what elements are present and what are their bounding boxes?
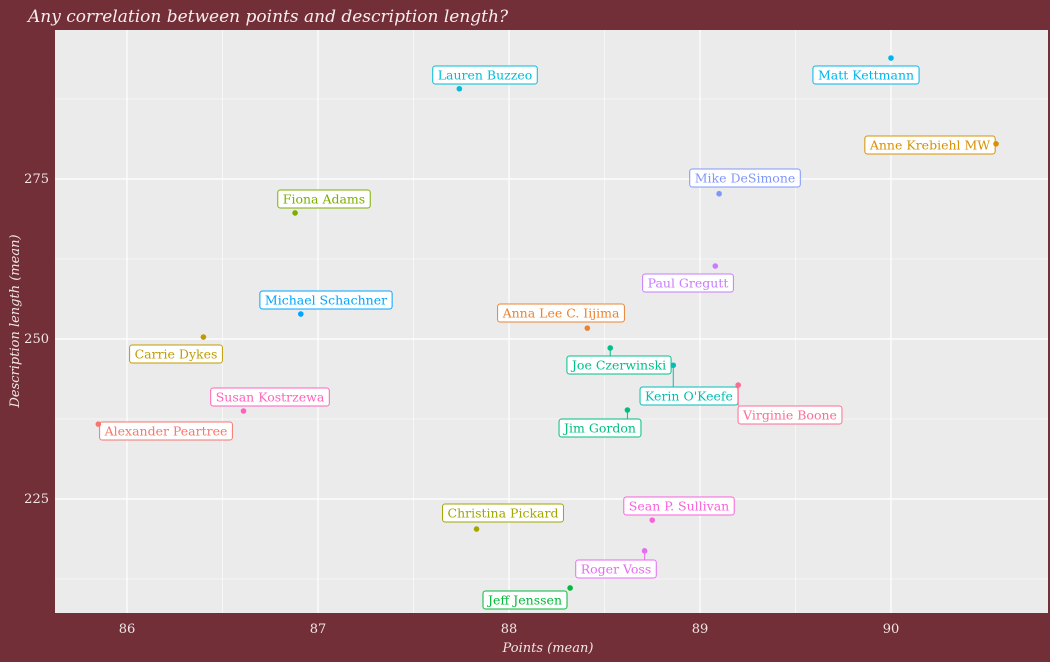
- data-point: [584, 325, 591, 331]
- data-point-group: Joe Czerwinski: [566, 345, 672, 375]
- data-point: [567, 585, 573, 591]
- label-box: [99, 421, 233, 441]
- point-label: Susan Kostrzewa: [216, 390, 325, 405]
- data-point-group: Sean P. Sullivan: [623, 496, 735, 523]
- point-label: Alexander Peartree: [104, 424, 228, 439]
- point-label: Virginie Boone: [742, 408, 837, 423]
- data-point-group: Alexander Peartree: [95, 421, 233, 441]
- data-point: [95, 421, 102, 427]
- point-label: Matt Kettmann: [818, 68, 914, 83]
- data-point-group: Christina Pickard: [442, 503, 564, 532]
- data-point-group: Paul Gregutt: [642, 263, 734, 293]
- y-axis-label: Description length (mean): [8, 234, 23, 408]
- label-box: [623, 496, 735, 516]
- label-box: [689, 168, 801, 188]
- label-box: [737, 405, 843, 425]
- data-point-group: Roger Voss: [575, 548, 657, 579]
- point-label: Michael Schachner: [265, 293, 387, 308]
- data-point-group: Susan Kostrzewa: [210, 387, 330, 414]
- point-label: Roger Voss: [581, 562, 652, 577]
- x-tick-labels: 86 87 88 89 90: [119, 622, 900, 637]
- point-label: Jeff Jenssen: [486, 593, 562, 608]
- data-point-group: Lauren Buzzeo: [432, 65, 538, 92]
- data-point: [292, 210, 298, 216]
- point-label: Kerin O'Keefe: [645, 389, 733, 404]
- y-tick-label: 225: [24, 492, 49, 507]
- x-tick-label: 86: [119, 622, 136, 637]
- data-point: [473, 526, 480, 532]
- x-axis-label: Points (mean): [502, 641, 594, 656]
- chart-title: Any correlation between points and descr…: [26, 7, 509, 27]
- data-point: [456, 85, 463, 92]
- label-box: [575, 559, 657, 579]
- data-points: Alexander Peartree Anna Lee C. Iijima Anne…: [95, 55, 999, 610]
- data-point-group: Jim Gordon: [558, 407, 642, 438]
- label-box: [210, 387, 330, 407]
- label-box: [812, 65, 920, 85]
- label-box: [558, 418, 642, 438]
- label-box: [277, 189, 371, 209]
- point-label: Lauren Buzzeo: [438, 68, 533, 83]
- data-point: [716, 190, 722, 197]
- data-point: [240, 408, 247, 414]
- point-label: Fiona Adams: [283, 192, 365, 207]
- y-tick-label: 250: [24, 332, 49, 347]
- y-tick-label: 275: [24, 172, 49, 187]
- data-point-group: Carrie Dykes: [129, 334, 223, 364]
- data-point: [298, 311, 304, 317]
- x-tick-label: 87: [310, 622, 327, 637]
- point-label: Carrie Dykes: [135, 347, 218, 362]
- label-box: [129, 344, 223, 364]
- label-box: [642, 273, 734, 293]
- point-label: Jim Gordon: [562, 421, 636, 436]
- data-point: [993, 141, 999, 147]
- x-tick-label: 88: [501, 622, 518, 637]
- data-point-group: Michael Schachner: [259, 290, 393, 317]
- data-point: [888, 55, 894, 61]
- label-box: [432, 65, 538, 85]
- x-tick-label: 90: [883, 622, 900, 637]
- data-point: [670, 362, 677, 369]
- point-label: Anne Krebiehl MW: [869, 138, 990, 153]
- data-point: [641, 548, 648, 554]
- data-point: [649, 517, 656, 523]
- data-point-group: Fiona Adams: [277, 189, 371, 216]
- point-label: Paul Gregutt: [648, 276, 729, 291]
- data-point-group: Jeff Jenssen: [482, 585, 573, 610]
- data-point: [200, 334, 207, 340]
- point-label: Christina Pickard: [448, 506, 559, 521]
- data-point-group: Kerin O'Keefe: [639, 362, 739, 406]
- label-box: [482, 590, 568, 610]
- x-tick-label: 89: [692, 622, 709, 637]
- label-box: [442, 503, 564, 523]
- label-box: [259, 290, 393, 310]
- data-point: [712, 263, 719, 269]
- point-label: Anna Lee C. Iijima: [502, 306, 620, 321]
- point-label: Mike DeSimone: [695, 171, 796, 186]
- point-label: Sean P. Sullivan: [629, 499, 729, 514]
- data-point-group: Mike DeSimone: [689, 168, 801, 197]
- data-point-group: Matt Kettmann: [812, 55, 920, 85]
- data-point: [607, 345, 614, 351]
- y-tick-labels: 225 250 275: [24, 172, 49, 507]
- point-label: Joe Czerwinski: [570, 358, 666, 373]
- data-point-group: Anne Krebiehl MW: [864, 135, 999, 155]
- label-box: [497, 303, 625, 323]
- data-point: [735, 382, 741, 388]
- data-point-group: Anna Lee C. Iijima: [497, 303, 625, 331]
- data-point: [624, 407, 631, 413]
- data-point-group: Virginie Boone: [735, 382, 843, 425]
